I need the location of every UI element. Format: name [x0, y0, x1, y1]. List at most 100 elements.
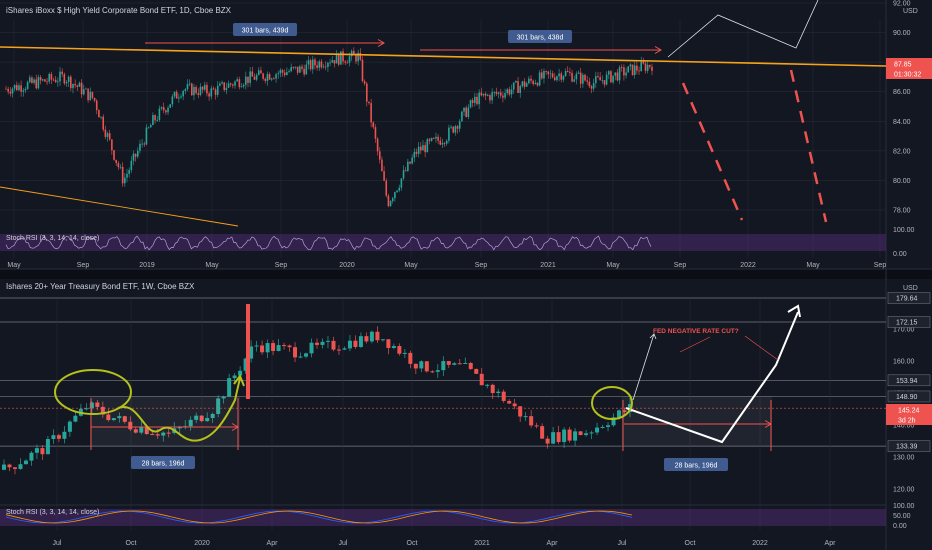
top-candle [530, 78, 532, 81]
bottom-candle [216, 398, 221, 414]
top-candle [296, 66, 299, 73]
top-time-tick: 2022 [740, 262, 756, 269]
top-candle [378, 151, 381, 160]
top-candle [11, 88, 14, 94]
top-candle [512, 82, 515, 90]
top-candle [279, 70, 282, 74]
bottom-time-tick: 2021 [474, 540, 490, 547]
top-price-tick: 92.00 [893, 1, 911, 8]
bottom-candle [150, 434, 155, 436]
bottom-time-tick: Oct [126, 540, 137, 547]
bottom-candle [282, 345, 287, 347]
bottom-level-label: 153.94 [896, 378, 918, 385]
top-candle [620, 67, 623, 68]
dashed-drop-line-1 [681, 82, 744, 221]
top-candle [562, 75, 565, 80]
yellow-circle-2 [591, 386, 633, 420]
top-candle [50, 73, 53, 80]
top-candle [227, 83, 230, 88]
bottom-candle [408, 352, 413, 364]
top-candle [467, 107, 470, 117]
top-candle [499, 92, 502, 96]
bottom-candle [556, 432, 561, 443]
top-candle [318, 61, 321, 68]
top-time-tick: 2020 [339, 262, 355, 269]
bottom-candle [364, 336, 369, 342]
bottom-currency: USD [903, 285, 918, 292]
bottom-time-tick: Jul [618, 540, 627, 547]
top-candle [158, 108, 161, 120]
annotation-pointer-1 [679, 336, 711, 353]
top-candle [223, 82, 226, 91]
bottom-candle [276, 345, 281, 351]
bottom-candle [534, 425, 539, 427]
bottom-projection-path [625, 311, 799, 444]
top-candle [573, 79, 576, 82]
top-candle [178, 97, 180, 99]
top-candle [255, 74, 258, 80]
bottom-candle [309, 342, 314, 354]
top-candle [506, 89, 509, 94]
bottom-candle [463, 362, 468, 364]
bottom-candle [562, 429, 567, 443]
top-candle [474, 96, 476, 103]
bottom-time-tick: Apr [825, 540, 837, 547]
top-candle [24, 88, 27, 91]
top-time-tick: Sep [475, 262, 488, 269]
top-candle [314, 59, 316, 66]
bottom-candle [304, 353, 309, 357]
top-candle [387, 195, 390, 207]
top-candle [461, 111, 463, 122]
top-candle [558, 73, 560, 77]
bottom-time-tick: Apr [267, 540, 279, 547]
top-candle [368, 101, 370, 104]
bottom-candle [249, 346, 254, 359]
axes-layer: 92.0090.0088.0086.0084.0082.0080.0078.00… [7, 1, 931, 547]
top-candle [316, 65, 318, 68]
top-candle [407, 161, 409, 171]
top-candle [640, 61, 642, 72]
top-rsi-label: Stoch RSI (3, 3, 14, 14, close) [6, 235, 99, 242]
range-box-2 [508, 30, 572, 43]
top-candle [20, 85, 22, 92]
bottom-candle [457, 363, 462, 365]
top-candle [450, 126, 452, 128]
top-candle [391, 198, 394, 202]
bottom-candle [501, 391, 506, 401]
top-candle [452, 126, 455, 133]
top-candle [301, 66, 303, 69]
top-candle [627, 66, 630, 73]
range-box-1 [233, 23, 297, 36]
top-candle [169, 104, 172, 108]
bottom-rsi-k [5, 510, 633, 524]
top-candle [70, 76, 72, 89]
top-candle [337, 53, 340, 65]
bottom-candle [413, 363, 418, 369]
top-candle [631, 64, 634, 76]
top-candle [424, 145, 426, 153]
top-candle [253, 76, 256, 80]
top-candle [523, 81, 526, 87]
top-candle [28, 77, 31, 83]
bottom-candle [227, 378, 232, 397]
top-countdown-tag [886, 69, 932, 79]
orange-resistance-line [0, 46, 887, 67]
top-candle [273, 78, 275, 80]
top-candle [605, 74, 608, 85]
top-candle [541, 72, 543, 79]
bottom-candle [358, 336, 363, 347]
bottom-thin-up-head [649, 333, 657, 340]
bottom-candle [567, 429, 572, 441]
top-candle [445, 140, 448, 144]
top-candle [119, 166, 122, 168]
top-candle [489, 95, 491, 101]
top-candle [357, 52, 359, 62]
top-candle [270, 78, 273, 80]
top-candle [175, 91, 178, 99]
top-candle [543, 71, 545, 79]
top-candle [458, 121, 461, 129]
top-candle [372, 122, 375, 128]
bottom-candle [512, 403, 517, 407]
top-time-tick: May [7, 262, 21, 269]
top-candle [102, 116, 105, 130]
